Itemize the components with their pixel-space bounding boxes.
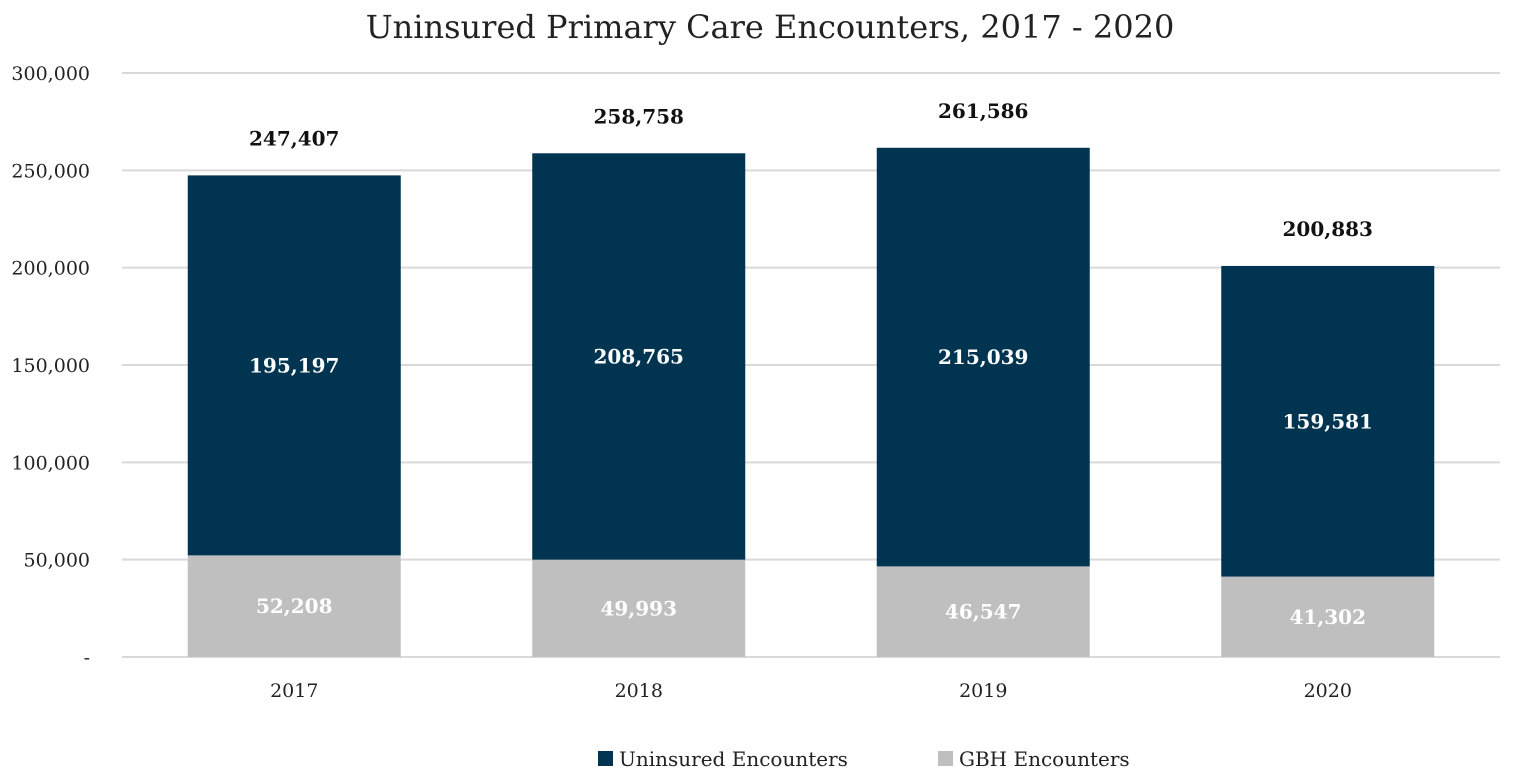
legend-label: Uninsured Encounters [619, 747, 848, 771]
y-tick-label: - [84, 647, 90, 669]
data-labels: 52,208 195,197 247,407 49,993 208,765 258,758… [249, 99, 1373, 629]
segment-value-label: 46,547 [945, 600, 1022, 624]
legend-item: GBH Encounters [938, 747, 1130, 771]
bar-uninsured-encounters-2020 [1221, 265, 1435, 577]
legend-item: Uninsured Encounters [598, 747, 848, 771]
x-axis-ticks: 2017 2018 2019 2020 [270, 680, 1352, 702]
total-value-label: 247,407 [249, 126, 339, 150]
y-tick-label: 150,000 [11, 355, 90, 377]
legend-swatch [598, 751, 613, 766]
x-tick-label: 2020 [1304, 680, 1352, 702]
legend-swatch [938, 751, 953, 766]
bar-uninsured-encounters-2017 [187, 175, 401, 556]
bars [187, 147, 1435, 657]
segment-value-label: 195,197 [249, 353, 339, 377]
segment-value-label: 215,039 [938, 345, 1028, 369]
bar-gbh-encounters-2019 [876, 566, 1090, 657]
y-tick-label: 250,000 [11, 160, 90, 182]
segment-value-label: 49,993 [600, 596, 677, 620]
x-tick-label: 2017 [270, 680, 318, 702]
y-tick-label: 50,000 [24, 550, 90, 572]
legend: Uninsured Encounters GBH Encounters [598, 747, 1130, 771]
y-tick-label: 200,000 [11, 258, 90, 280]
x-tick-label: 2019 [959, 680, 1007, 702]
bar-gbh-encounters-2018 [532, 559, 746, 657]
bar-gbh-encounters-2017 [187, 555, 401, 657]
legend-label: GBH Encounters [959, 747, 1130, 771]
total-value-label: 261,586 [938, 99, 1028, 123]
x-tick-label: 2018 [615, 680, 663, 702]
bar-gbh-encounters-2020 [1221, 576, 1435, 657]
y-axis-ticks: - 50,000 100,000 150,000 200,000 250,000 300,0… [11, 63, 90, 669]
bar-uninsured-encounters-2019 [876, 147, 1090, 567]
segment-value-label: 208,765 [594, 344, 684, 368]
chart-title: Uninsured Primary Care Encounters, 2017 … [366, 8, 1175, 46]
total-value-label: 200,883 [1283, 217, 1373, 241]
segment-value-label: 41,302 [1289, 605, 1366, 629]
segment-value-label: 52,208 [256, 594, 333, 618]
segment-value-label: 159,581 [1283, 409, 1373, 433]
total-value-label: 258,758 [594, 104, 684, 128]
y-tick-label: 300,000 [11, 63, 90, 85]
y-tick-label: 100,000 [11, 452, 90, 474]
bar-uninsured-encounters-2018 [532, 153, 746, 560]
